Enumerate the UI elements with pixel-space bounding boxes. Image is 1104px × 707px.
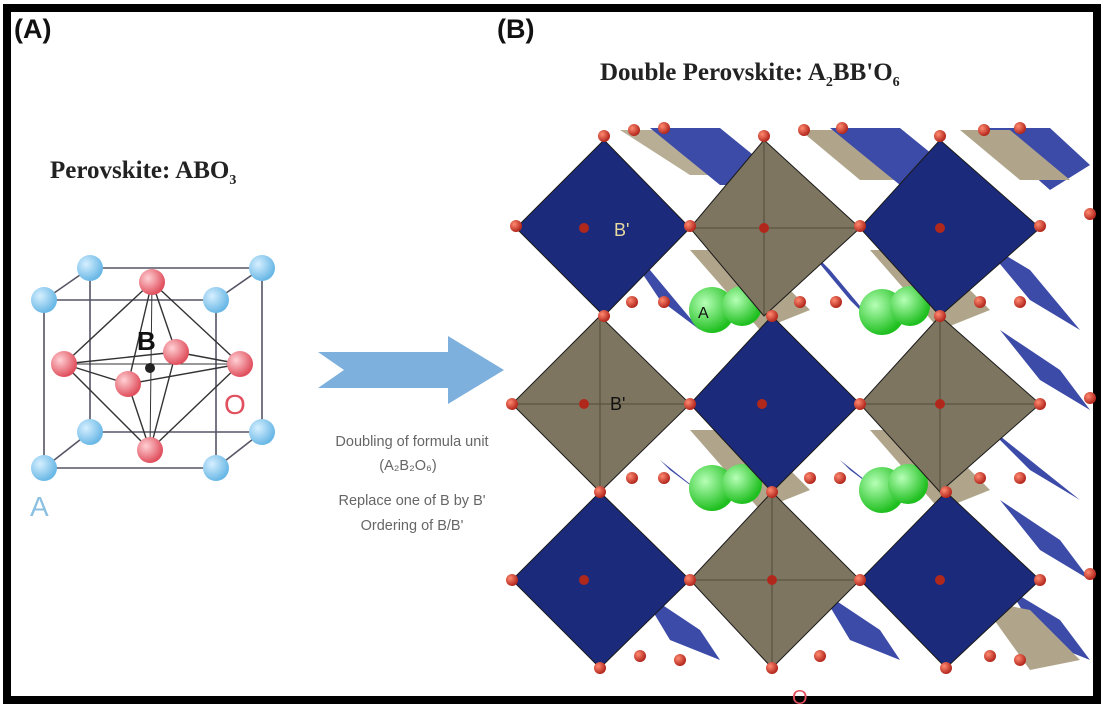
b-prime-octahedron-dark (511, 491, 691, 669)
o-atom-label: O (224, 389, 246, 420)
b-site-atom (145, 363, 155, 373)
panel-a-title: Perovskite: ABO3 (50, 157, 236, 188)
oxygen-label: O (792, 687, 808, 707)
panel-b-title-main: Double Perovskite: A (600, 59, 826, 86)
front-octahedra (511, 139, 1041, 669)
a-site-atoms (31, 255, 275, 481)
o-atom (163, 339, 189, 365)
a-cation (722, 464, 762, 504)
panel-a-title-main: Perovskite: ABO (50, 157, 229, 184)
arrow-shape (318, 336, 504, 404)
a-cation (888, 464, 928, 504)
panel-a-label: (A) (14, 14, 51, 44)
panel-a-title-sub: 3 (229, 173, 236, 188)
a-atom (203, 287, 229, 313)
a-atom (203, 455, 229, 481)
a-atom (31, 287, 57, 313)
panel-b-title-sub-a: 2 (826, 75, 833, 90)
a-atom-label: A (30, 491, 49, 522)
a-cation-label: A (698, 305, 709, 322)
o-atom (51, 351, 77, 377)
note-ordering: Ordering of B/B' (361, 518, 464, 534)
note-formula: (A₂B₂O₆) (379, 458, 436, 474)
a-atom (77, 255, 103, 281)
image-border (3, 4, 1101, 704)
a-atom (249, 255, 275, 281)
a-atom (77, 419, 103, 445)
o-atom (115, 371, 141, 397)
oxygen-vertices (506, 122, 1096, 674)
o-atom (137, 437, 163, 463)
transformation-notes: Doubling of formula unit (A₂B₂O₆) Replac… (335, 434, 488, 534)
b-atom-label: B (137, 326, 156, 356)
note-replace: Replace one of B by B' (338, 493, 485, 509)
panel-a: (A) Perovskite: ABO3 (14, 14, 275, 522)
b-site-dots (579, 223, 945, 585)
a-cation (890, 286, 930, 326)
oxygen-atoms (51, 269, 253, 463)
a-atom (249, 419, 275, 445)
o-atom (227, 351, 253, 377)
panel-b: (B) Double Perovskite: A2BB'O6 (497, 14, 1096, 707)
panel-b-title: Double Perovskite: A2BB'O6 (600, 59, 900, 90)
b-prime-label-mid: B' (610, 394, 625, 414)
a-atom (31, 455, 57, 481)
panel-b-title-sub-o: 6 (893, 75, 900, 90)
a-cations (689, 286, 930, 513)
panel-b-title-mid: BB'O (833, 59, 893, 86)
transformation-arrow (318, 336, 504, 404)
o-atom (139, 269, 165, 295)
b-prime-label-top: B' (614, 220, 629, 240)
note-doubling: Doubling of formula unit (335, 434, 488, 450)
panel-b-label: (B) (497, 14, 534, 44)
